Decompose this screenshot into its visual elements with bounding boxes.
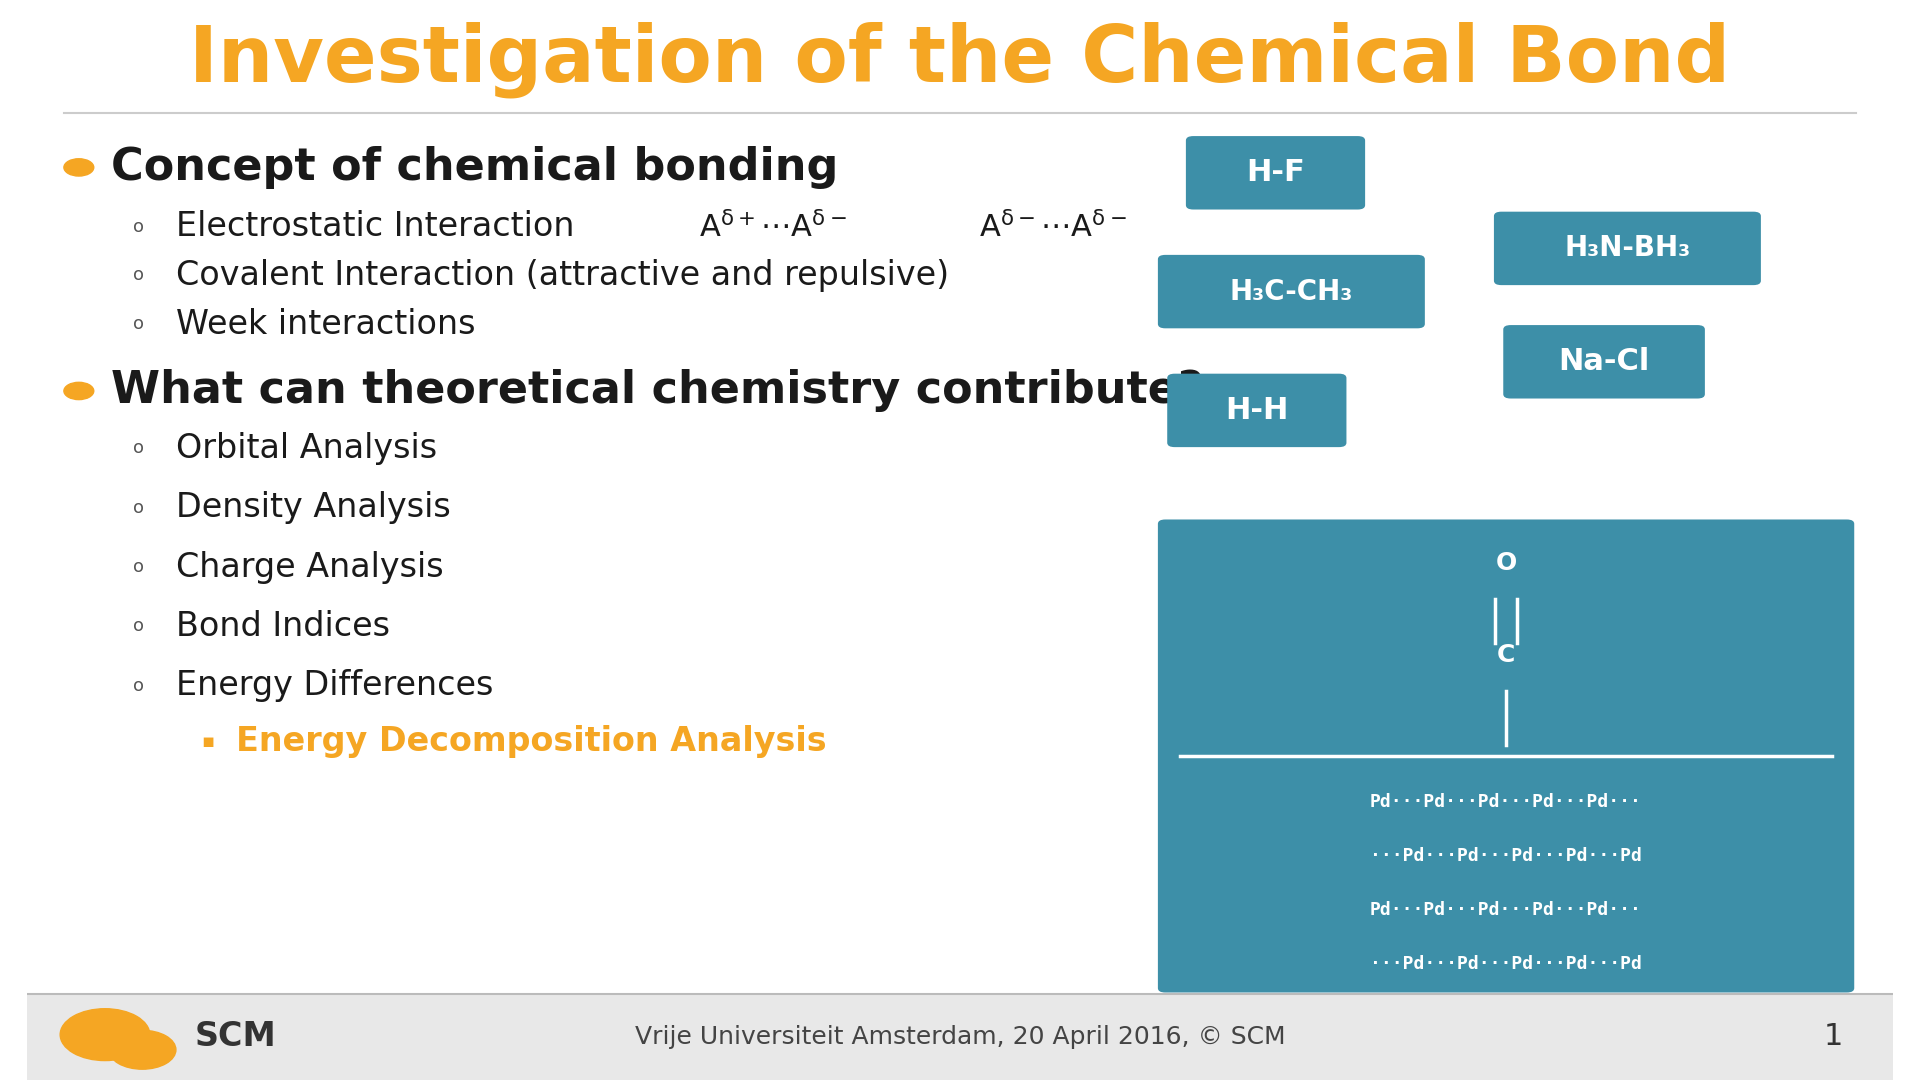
- Text: o: o: [132, 218, 144, 235]
- Text: H-F: H-F: [1246, 159, 1306, 187]
- Text: Pd···Pd···Pd···Pd···Pd···: Pd···Pd···Pd···Pd···Pd···: [1371, 794, 1642, 811]
- FancyBboxPatch shape: [1503, 325, 1705, 399]
- Text: Vrije Universiteit Amsterdam, 20 April 2016, © SCM: Vrije Universiteit Amsterdam, 20 April 2…: [636, 1025, 1284, 1049]
- Text: Energy Differences: Energy Differences: [177, 670, 493, 702]
- Text: Orbital Analysis: Orbital Analysis: [177, 432, 438, 464]
- Text: ···Pd···Pd···Pd···Pd···Pd: ···Pd···Pd···Pd···Pd···Pd: [1371, 848, 1642, 865]
- FancyBboxPatch shape: [1187, 136, 1365, 210]
- Text: H-H: H-H: [1225, 396, 1288, 424]
- Text: Na-Cl: Na-Cl: [1559, 348, 1649, 376]
- Text: o: o: [132, 677, 144, 694]
- Text: Concept of chemical bonding: Concept of chemical bonding: [111, 146, 837, 189]
- Text: Electrostatic Interaction: Electrostatic Interaction: [177, 211, 574, 243]
- FancyBboxPatch shape: [1494, 212, 1761, 285]
- Text: Covalent Interaction (attractive and repulsive): Covalent Interaction (attractive and rep…: [177, 259, 948, 292]
- Text: O: O: [1496, 551, 1517, 575]
- Circle shape: [63, 382, 94, 400]
- Text: Investigation of the Chemical Bond: Investigation of the Chemical Bond: [190, 22, 1730, 97]
- Text: o: o: [132, 618, 144, 635]
- Bar: [27, 994, 1893, 1080]
- Text: $\mathregular{A^{\delta+}{\cdots}A^{\delta-}}$: $\mathregular{A^{\delta+}{\cdots}A^{\del…: [699, 211, 847, 243]
- Text: C: C: [1498, 643, 1515, 666]
- Text: H₃N-BH₃: H₃N-BH₃: [1565, 234, 1690, 262]
- Text: Pd···Pd···Pd···Pd···Pd···: Pd···Pd···Pd···Pd···Pd···: [1371, 902, 1642, 919]
- FancyBboxPatch shape: [1158, 255, 1425, 328]
- Text: Week interactions: Week interactions: [177, 308, 476, 340]
- Text: SCM: SCM: [194, 1021, 276, 1053]
- Text: Density Analysis: Density Analysis: [177, 491, 451, 524]
- Circle shape: [60, 1009, 150, 1061]
- Text: Energy Decomposition Analysis: Energy Decomposition Analysis: [236, 726, 826, 758]
- Text: o: o: [132, 440, 144, 457]
- Text: Bond Indices: Bond Indices: [177, 610, 390, 643]
- Text: o: o: [132, 315, 144, 333]
- Text: 1: 1: [1824, 1023, 1843, 1051]
- Text: o: o: [132, 499, 144, 516]
- Text: $\mathregular{A^{\delta-}{\cdots}A^{\delta-}}$: $\mathregular{A^{\delta-}{\cdots}A^{\del…: [979, 211, 1127, 243]
- Circle shape: [63, 159, 94, 176]
- FancyBboxPatch shape: [1167, 374, 1346, 447]
- Text: What can theoretical chemistry contribute?: What can theoretical chemistry contribut…: [111, 369, 1204, 413]
- Text: Charge Analysis: Charge Analysis: [177, 551, 444, 583]
- Text: o: o: [132, 558, 144, 576]
- FancyBboxPatch shape: [1158, 519, 1855, 993]
- Text: ▪: ▪: [202, 732, 215, 752]
- Circle shape: [109, 1030, 177, 1069]
- Text: ···Pd···Pd···Pd···Pd···Pd: ···Pd···Pd···Pd···Pd···Pd: [1371, 956, 1642, 973]
- Text: H₃C-CH₃: H₃C-CH₃: [1229, 278, 1354, 306]
- Text: o: o: [132, 267, 144, 284]
